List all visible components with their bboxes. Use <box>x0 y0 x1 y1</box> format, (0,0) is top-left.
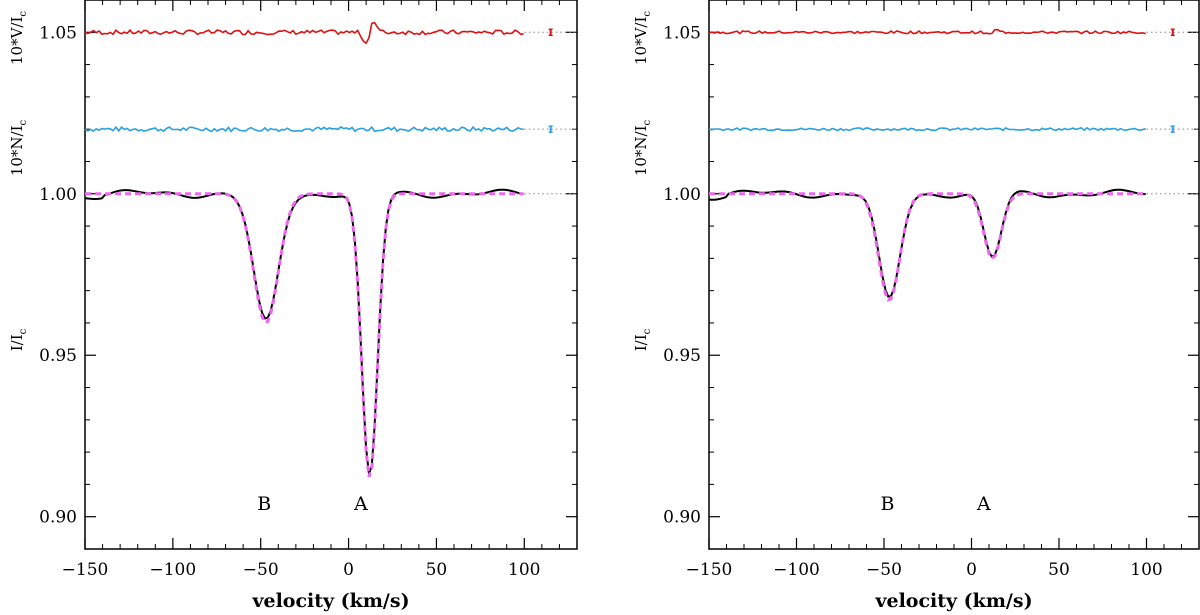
y-tick-label: 1.00 <box>39 185 77 205</box>
y-axis-label: 10*N/Ic <box>8 119 29 176</box>
y-axis-label: 10*V/Ic <box>8 11 29 65</box>
x-tick-label: 0 <box>966 560 977 580</box>
x-tick-label: −50 <box>243 560 279 580</box>
y-axis-label: I/Ic <box>632 328 653 351</box>
x-tick-label: 100 <box>1130 560 1162 580</box>
panel-left: −150 −100 −50 0 50 100 0.90 0.95 1.00 1.05 velocit… <box>8 0 578 612</box>
y-axis-label-text: 10*V/Ic <box>632 11 653 65</box>
y-axis-label-text: I/Ic <box>8 328 29 351</box>
y-tick-label: 0.95 <box>39 346 77 366</box>
y-axis-label: 10*N/Ic <box>632 119 653 176</box>
x-tick-label: 0 <box>343 560 354 580</box>
y-tick-label: 0.90 <box>39 508 77 528</box>
y-tick-label: 1.05 <box>663 23 701 43</box>
x-axis-title: velocity (km/s) <box>874 590 1032 612</box>
stokes-v-line <box>84 21 524 45</box>
y-tick-label: 1.00 <box>663 185 701 205</box>
panel-right: −150 −100 −50 0 50 100 0.90 0.95 1.00 1.05 velocit… <box>632 0 1200 612</box>
x-tick-label: 50 <box>1048 560 1070 580</box>
stokes-i-observed-line <box>84 188 524 475</box>
y-axis-label-text: 10*N/Ic <box>632 119 653 176</box>
y-tick-label: 1.05 <box>39 23 77 43</box>
x-tick-label: −50 <box>866 560 902 580</box>
component-label-b: B <box>881 493 895 515</box>
x-tick-label: −150 <box>62 560 109 580</box>
y-axis-label: 10*V/Ic <box>632 11 653 65</box>
y-axis-label-text: 10*V/Ic <box>8 11 29 65</box>
x-tick-label: 100 <box>508 560 540 580</box>
null-n-line <box>84 125 524 133</box>
plot-frame <box>84 0 578 550</box>
plot-frame <box>708 0 1200 550</box>
y-axis-label-text: I/Ic <box>632 328 653 351</box>
component-label-b: B <box>257 493 271 515</box>
x-tick-label: −150 <box>686 560 733 580</box>
null-n-line <box>708 126 1146 132</box>
y-axis-label: I/Ic <box>8 328 29 351</box>
model-fit-line <box>85 192 524 478</box>
model-fit-line <box>709 192 1146 302</box>
stokes-v-line <box>708 28 1146 35</box>
x-tick-label: 50 <box>426 560 448 580</box>
component-label-a: A <box>353 493 368 515</box>
y-tick-label: 0.95 <box>663 346 701 366</box>
x-tick-label: −100 <box>773 560 820 580</box>
y-tick-label: 0.90 <box>663 508 701 528</box>
stokes-i-observed-line <box>708 188 1146 298</box>
y-axis-label-text: 10*N/Ic <box>8 119 29 176</box>
x-axis-title: velocity (km/s) <box>251 590 409 612</box>
x-tick-label: −100 <box>150 560 197 580</box>
component-label-a: A <box>976 493 991 515</box>
